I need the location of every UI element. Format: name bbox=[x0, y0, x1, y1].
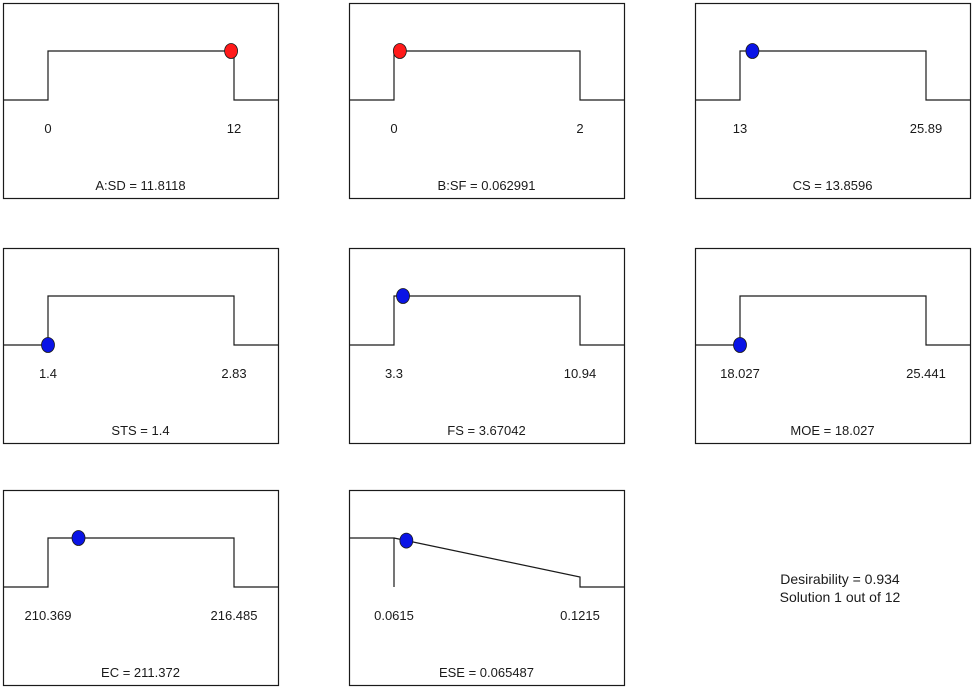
low-limit-label: 3.3 bbox=[385, 366, 403, 381]
desirability-ramp-line bbox=[695, 295, 970, 346]
factor-caption: STS = 1.4 bbox=[111, 423, 169, 438]
ramp-panel-b-sf: 0 2 B:SF = 0.062991 bbox=[348, 2, 626, 200]
optimum-marker bbox=[224, 43, 238, 59]
low-limit-label: 0 bbox=[390, 121, 397, 136]
desirability-ramp-line bbox=[3, 537, 278, 588]
ramp-panel-a-sd: 0 12 A:SD = 11.8118 bbox=[2, 2, 280, 200]
low-limit-label: 0.0615 bbox=[374, 608, 414, 623]
optimum-marker bbox=[745, 43, 760, 59]
optimum-marker bbox=[392, 43, 407, 59]
factor-caption: A:SD = 11.8118 bbox=[95, 178, 185, 193]
desirability-text: Desirability = 0.934 bbox=[780, 571, 900, 587]
low-limit-label: 210.369 bbox=[25, 608, 72, 623]
factor-caption: FS = 3.67042 bbox=[447, 423, 525, 438]
optimum-marker bbox=[733, 337, 747, 353]
low-limit-label: 18.027 bbox=[720, 366, 760, 381]
desirability-ramp-line bbox=[349, 537, 624, 588]
panel-frame bbox=[348, 489, 626, 687]
high-limit-label: 2.83 bbox=[221, 366, 246, 381]
optimum-marker bbox=[71, 530, 86, 546]
high-limit-label: 0.1215 bbox=[560, 608, 600, 623]
optimum-marker bbox=[41, 337, 55, 353]
ramp-panel-ec: 210.369 216.485 EC = 211.372 bbox=[2, 489, 280, 687]
high-limit-label: 216.485 bbox=[211, 608, 258, 623]
ramp-panel-ese: 0.0615 0.1215 ESE = 0.065487 bbox=[348, 489, 626, 687]
panel-frame bbox=[2, 2, 280, 200]
high-limit-label: 12 bbox=[227, 121, 241, 136]
low-limit-label: 13 bbox=[733, 121, 747, 136]
factor-caption: EC = 211.372 bbox=[101, 665, 180, 680]
panel-frame bbox=[348, 2, 626, 200]
ramp-panel-sts: 1.4 2.83 STS = 1.4 bbox=[2, 247, 280, 445]
desirability-ramp-line bbox=[3, 50, 278, 101]
high-limit-label: 2 bbox=[576, 121, 583, 136]
high-limit-label: 25.89 bbox=[910, 121, 943, 136]
ramp-panel-fs: 3.3 10.94 FS = 3.67042 bbox=[348, 247, 626, 445]
high-limit-label: 25.441 bbox=[906, 366, 946, 381]
desirability-ramp-line bbox=[695, 50, 970, 101]
desirability-ramp-line bbox=[349, 50, 624, 101]
high-limit-label: 10.94 bbox=[564, 366, 597, 381]
optimum-marker bbox=[399, 532, 414, 549]
factor-caption: CS = 13.8596 bbox=[793, 178, 873, 193]
factor-caption: B:SF = 0.062991 bbox=[438, 178, 536, 193]
optimum-marker bbox=[396, 288, 410, 304]
factor-caption: MOE = 18.027 bbox=[790, 423, 874, 438]
panel-frame bbox=[348, 247, 626, 445]
ramp-panel-moe: 18.027 25.441 MOE = 18.027 bbox=[694, 247, 972, 445]
ramp-panel-cs: 13 25.89 CS = 13.8596 bbox=[694, 2, 972, 200]
low-limit-label: 1.4 bbox=[39, 366, 57, 381]
factor-caption: ESE = 0.065487 bbox=[439, 665, 534, 680]
desirability-ramp-line bbox=[3, 295, 278, 346]
desirability-ramp-line bbox=[349, 295, 624, 346]
low-limit-label: 0 bbox=[44, 121, 51, 136]
panel-frame bbox=[2, 489, 280, 687]
solution-summary: Desirability = 0.934 Solution 1 out of 1… bbox=[720, 570, 960, 606]
panel-frame bbox=[694, 2, 972, 200]
solution-text: Solution 1 out of 12 bbox=[779, 589, 901, 605]
